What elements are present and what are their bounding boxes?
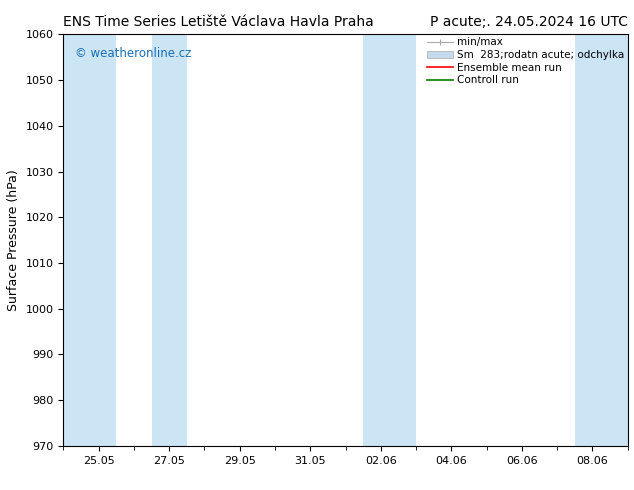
Legend: min/max, Sm  283;rodatn acute; odchylka, Ensemble mean run, Controll run: min/max, Sm 283;rodatn acute; odchylka, … <box>425 35 626 87</box>
Text: ENS Time Series Letiště Václava Havla Praha: ENS Time Series Letiště Václava Havla Pr… <box>63 15 374 29</box>
Text: P acute;. 24.05.2024 16 UTC: P acute;. 24.05.2024 16 UTC <box>430 15 628 29</box>
Bar <box>363 34 416 446</box>
Y-axis label: Surface Pressure (hPa): Surface Pressure (hPa) <box>7 169 20 311</box>
Bar <box>152 34 187 446</box>
Bar <box>63 34 116 446</box>
Text: © weatheronline.cz: © weatheronline.cz <box>75 47 191 60</box>
Bar <box>575 34 628 446</box>
